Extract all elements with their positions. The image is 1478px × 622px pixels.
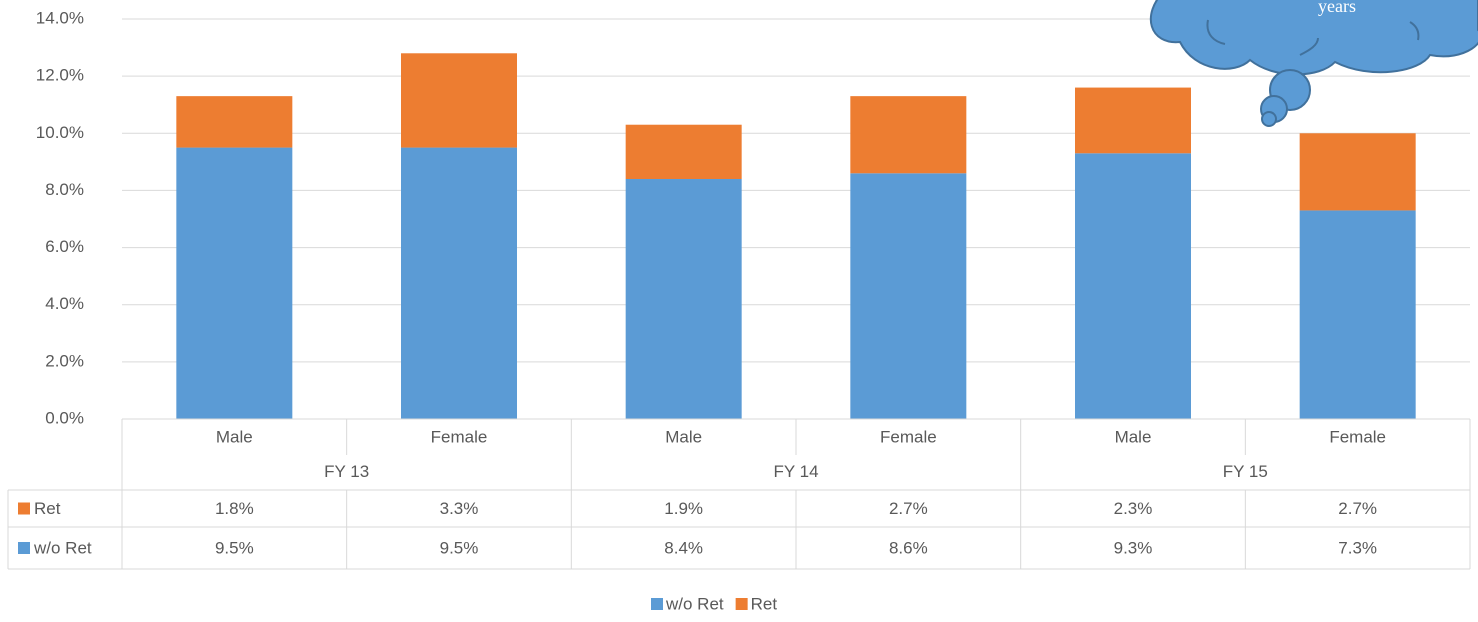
bar-segment — [401, 53, 517, 148]
callout: years — [1149, 0, 1478, 127]
data-label: 1.9% — [664, 499, 703, 518]
data-label: 2.7% — [1338, 499, 1377, 518]
x-tick-label: Female — [431, 427, 488, 446]
plot: 0.0% 2.0% 4.0% 6.0% 8.0% 10.0% 12.0% 14.0% Male F… — [7, 8, 1471, 613]
bar-segment — [850, 96, 967, 174]
y-tick-label: 2.0% — [45, 351, 84, 370]
table-row-label: w/o Ret — [33, 538, 92, 557]
data-label: 9.5% — [440, 538, 479, 557]
y-tick-label: 0.0% — [45, 408, 84, 427]
data-label: 2.3% — [1114, 499, 1153, 518]
data-label: 2.7% — [889, 499, 928, 518]
x-tick-label: Male — [665, 427, 702, 446]
bar-segment — [625, 179, 742, 419]
y-tick-label: 6.0% — [45, 237, 84, 256]
bar-segment — [401, 147, 517, 420]
bar-segment — [176, 147, 293, 420]
group-label: FY 13 — [324, 462, 369, 481]
bar-segment — [850, 173, 967, 419]
y-tick-label: 8.0% — [45, 180, 84, 199]
thought-bubble — [1261, 111, 1277, 127]
y-tick-label: 4.0% — [45, 294, 84, 313]
y-tick-label: 14.0% — [36, 8, 84, 27]
bar-segment — [176, 96, 293, 148]
bar-segment — [1299, 210, 1416, 419]
x-tick-label: Male — [216, 427, 253, 446]
callout-text: years — [1318, 0, 1356, 16]
legend-label: Ret — [751, 594, 778, 613]
y-tick-label: 10.0% — [36, 123, 84, 142]
data-label: 9.3% — [1114, 538, 1153, 557]
bar-segment — [1075, 153, 1191, 420]
bar-segment — [625, 124, 742, 179]
cloud-shape — [1149, 0, 1478, 76]
legend-swatch — [735, 598, 748, 610]
data-label: 3.3% — [440, 499, 479, 518]
bar-segment — [1075, 87, 1191, 154]
x-tick-label: Female — [880, 427, 937, 446]
x-tick-label: Female — [1329, 427, 1386, 446]
table-row-label: Ret — [34, 499, 61, 518]
data-label: 7.3% — [1338, 538, 1377, 557]
data-label: 9.5% — [215, 538, 254, 557]
legend-swatch — [18, 502, 30, 515]
x-tick-label: Male — [1115, 427, 1152, 446]
bar-segment — [1299, 133, 1416, 211]
group-label: FY 14 — [773, 462, 818, 481]
data-label: 8.4% — [664, 538, 703, 557]
legend-swatch — [651, 598, 663, 610]
group-label: FY 15 — [1223, 462, 1268, 481]
legend-label: w/o Ret — [665, 594, 724, 613]
data-label: 8.6% — [889, 538, 928, 557]
y-tick-label: 12.0% — [36, 66, 84, 85]
data-label: 1.8% — [215, 499, 254, 518]
legend-swatch — [18, 542, 30, 554]
cloud-lines — [1206, 19, 1420, 56]
